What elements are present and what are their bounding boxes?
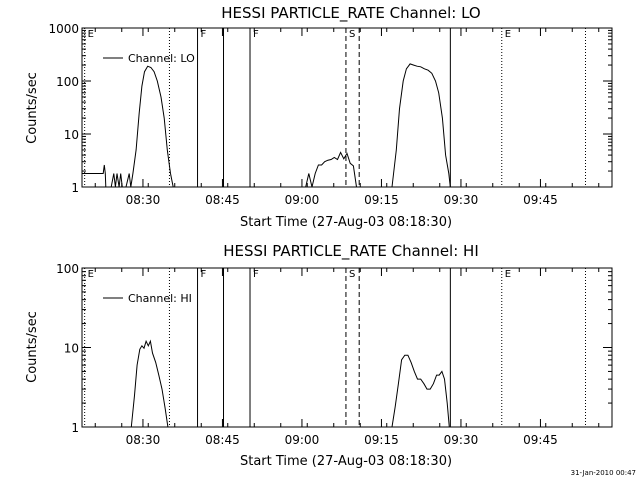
series-line-segment-2 xyxy=(391,63,451,188)
marker-label: E xyxy=(505,29,511,40)
y-axis-label: Counts/sec xyxy=(25,311,40,383)
panel-lo: HESSI PARTICLE_RATE Channel: LO Counts/s… xyxy=(25,4,613,230)
panel-hi: HESSI PARTICLE_RATE Channel: HI Counts/s… xyxy=(25,242,613,469)
x-tick-label: 08:45 xyxy=(205,433,240,447)
legend-label: Channel: HI xyxy=(128,292,192,305)
legend-label: Channel: LO xyxy=(128,52,195,65)
legend: Channel: LO xyxy=(103,52,195,65)
chart-title: HESSI PARTICLE_RATE Channel: HI xyxy=(223,242,479,261)
x-axis-label: Start Time (27-Aug-03 08:18:30) xyxy=(240,215,452,230)
series-line-segment-0 xyxy=(130,339,169,428)
x-tick-label: 09:00 xyxy=(285,193,320,207)
marker-label: E xyxy=(505,269,511,280)
plot-frame xyxy=(81,267,613,428)
marker-label: F xyxy=(201,269,207,280)
marker-label: E xyxy=(88,269,94,280)
y-tick-label: 1 xyxy=(71,181,79,195)
x-tick-label: 09:45 xyxy=(523,193,558,207)
footer-date: 31-Jan-2010 00:47 xyxy=(571,469,636,477)
x-tick-label: 08:45 xyxy=(205,193,240,207)
y-axis-label: Counts/sec xyxy=(25,72,40,144)
plot-frame xyxy=(81,27,613,188)
tick-labels: 1 10 100 08:30 08:45 09:00 09:15 09:30 09:45 xyxy=(56,262,558,447)
series-line-segment-1 xyxy=(391,354,450,428)
x-tick-label: 09:15 xyxy=(364,433,399,447)
series-line-segment-0 xyxy=(82,65,174,188)
marker-label: S xyxy=(349,29,355,40)
legend: Channel: HI xyxy=(103,292,192,305)
marker-label: S xyxy=(349,269,355,280)
chart-title: HESSI PARTICLE_RATE Channel: LO xyxy=(221,4,480,23)
y-tick-label: 10 xyxy=(64,128,79,142)
series-line-segment-1 xyxy=(305,151,357,188)
marker-label: F xyxy=(253,29,259,40)
x-tick-label: 09:30 xyxy=(444,193,479,207)
marker-label: F xyxy=(253,269,259,280)
x-tick-label: 08:30 xyxy=(126,193,161,207)
y-tick-label: 1 xyxy=(71,421,79,435)
y-tick-label: 1000 xyxy=(48,22,79,36)
x-tick-label: 08:30 xyxy=(126,433,161,447)
tick-labels: 1 10 100 1000 08:30 08:45 09:00 09:15 09:30 09:45 xyxy=(48,22,557,207)
axis-ticks xyxy=(82,27,612,188)
series-lines xyxy=(82,63,451,188)
x-tick-label: 09:15 xyxy=(364,193,399,207)
x-tick-label: 09:00 xyxy=(285,433,320,447)
x-tick-label: 09:30 xyxy=(444,433,479,447)
x-axis-label: Start Time (27-Aug-03 08:18:30) xyxy=(240,454,452,469)
series-lines xyxy=(130,339,450,428)
marker-label: E xyxy=(88,29,94,40)
y-tick-label: 100 xyxy=(56,262,79,276)
y-tick-label: 100 xyxy=(56,75,79,89)
marker-label: F xyxy=(201,29,207,40)
x-tick-label: 09:45 xyxy=(523,433,558,447)
y-tick-label: 10 xyxy=(64,342,79,356)
